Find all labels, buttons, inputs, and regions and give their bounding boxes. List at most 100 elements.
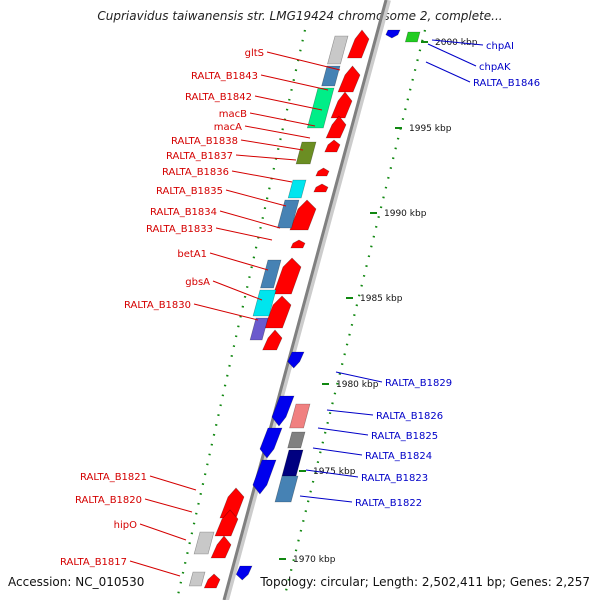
gene-label: RALTA_B1835	[156, 186, 223, 197]
gene-label: RALTA_B1837	[166, 151, 233, 162]
gene-label: betA1	[177, 249, 207, 260]
leader-line	[326, 409, 374, 416]
leader-line	[431, 39, 484, 46]
gene-arrow	[325, 115, 347, 139]
gene-label: RALTA_B1830	[124, 300, 191, 311]
gene-label: RALTA_B1842	[185, 92, 252, 103]
leader-line	[254, 95, 323, 111]
scale-label: 2000 kbp	[435, 38, 478, 48]
gene-label: RALTA_B1846	[473, 78, 540, 89]
scale-label: 1985 kbp	[360, 294, 403, 304]
leader-line	[212, 280, 263, 301]
gene-block	[327, 35, 349, 65]
leader-line	[249, 112, 316, 127]
gene-block	[274, 475, 299, 503]
gene-arrow	[214, 509, 239, 537]
leader-line	[139, 523, 187, 541]
map-title: Cupriavidus taiwanensis str. LMG19424 ch…	[97, 9, 503, 23]
gene-arrow	[385, 29, 401, 39]
leader-line	[219, 210, 281, 229]
gene-block	[252, 289, 277, 317]
leader-line	[235, 154, 297, 161]
gene-arrow	[337, 65, 361, 93]
gene-label: RALTA_B1843	[191, 71, 258, 82]
leader-line	[299, 495, 353, 503]
gene-block	[281, 449, 304, 477]
gene-block	[260, 259, 282, 289]
leader-line	[266, 51, 341, 71]
leader-line	[317, 427, 369, 436]
leader-line	[215, 227, 273, 241]
gene-label: macB	[219, 109, 247, 120]
backbone-line	[222, 0, 388, 600]
gene-block	[321, 65, 341, 87]
leader-line	[335, 371, 383, 383]
gene-arrow	[272, 257, 302, 295]
scale-label: 1995 kbp	[409, 124, 452, 134]
leader-line	[225, 189, 287, 207]
gene-label: RALTA_B1824	[365, 451, 432, 462]
leader-line	[244, 125, 311, 139]
gene-arrow	[347, 29, 370, 59]
gene-label: RALTA_B1820	[75, 495, 142, 506]
leader-line	[427, 43, 477, 67]
gene-arrow	[324, 139, 341, 153]
leader-line	[144, 498, 193, 513]
leader-line	[149, 475, 197, 491]
gene-label: RALTA_B1838	[171, 136, 238, 147]
gene-block	[404, 31, 421, 43]
leader-line	[231, 170, 293, 183]
gene-block	[249, 317, 269, 341]
scale-label: 1990 kbp	[384, 209, 427, 219]
gene-label: RALTA_B1826	[376, 411, 443, 422]
gene-label: RALTA_B1825	[371, 431, 438, 442]
gene-label: RALTA_B1823	[361, 473, 428, 484]
gene-arrow	[259, 427, 283, 459]
scale-label: 1970 kbp	[293, 555, 336, 565]
topology-text: Topology: circular; Length: 2,502,411 bp…	[260, 575, 590, 589]
gene-block	[188, 571, 206, 587]
gene-arrow	[271, 395, 295, 427]
leader-line	[305, 469, 359, 478]
gene-label: gltS	[245, 48, 264, 59]
gene-block	[277, 199, 300, 229]
gene-arrow	[203, 573, 221, 589]
leader-line	[209, 252, 269, 271]
gene-arrow	[290, 239, 306, 249]
gene-block	[295, 141, 317, 165]
gene-arrow	[252, 459, 277, 495]
scale-track-right	[283, 29, 427, 596]
leader-line	[312, 447, 363, 456]
gene-label: RALTA_B1833	[146, 224, 213, 235]
accession-text: Accession: NC_010530	[8, 575, 145, 589]
gene-block	[287, 431, 306, 449]
gene-label: RALTA_B1817	[60, 557, 127, 568]
gene-arrow	[263, 295, 292, 329]
leader-line	[129, 560, 181, 577]
gene-arrow	[287, 351, 305, 369]
leader-line	[193, 303, 259, 321]
gene-label: RALTA_B1821	[80, 472, 147, 483]
gene-arrow	[330, 91, 353, 119]
gene-block	[193, 531, 215, 555]
gene-label: chpAI	[486, 41, 514, 52]
gene-arrow	[313, 183, 329, 193]
gene-label: chpAK	[479, 62, 511, 73]
gene-label: RALTA_B1834	[150, 207, 217, 218]
scale-label: 1980 kbp	[336, 380, 379, 390]
gene-block	[306, 87, 335, 129]
backbone-shadow	[223, 0, 391, 600]
gene-label: RALTA_B1829	[385, 378, 452, 389]
gene-arrow	[262, 329, 283, 351]
leader-line	[425, 61, 471, 83]
gene-block	[289, 403, 311, 429]
gene-block	[287, 179, 307, 199]
leader-line	[260, 74, 329, 91]
scale-label: 1975 kbp	[313, 467, 356, 477]
gene-label: RALTA_B1836	[162, 167, 229, 178]
gene-arrow	[235, 565, 253, 581]
gene-label: hipO	[114, 520, 137, 531]
leader-line	[240, 139, 304, 151]
